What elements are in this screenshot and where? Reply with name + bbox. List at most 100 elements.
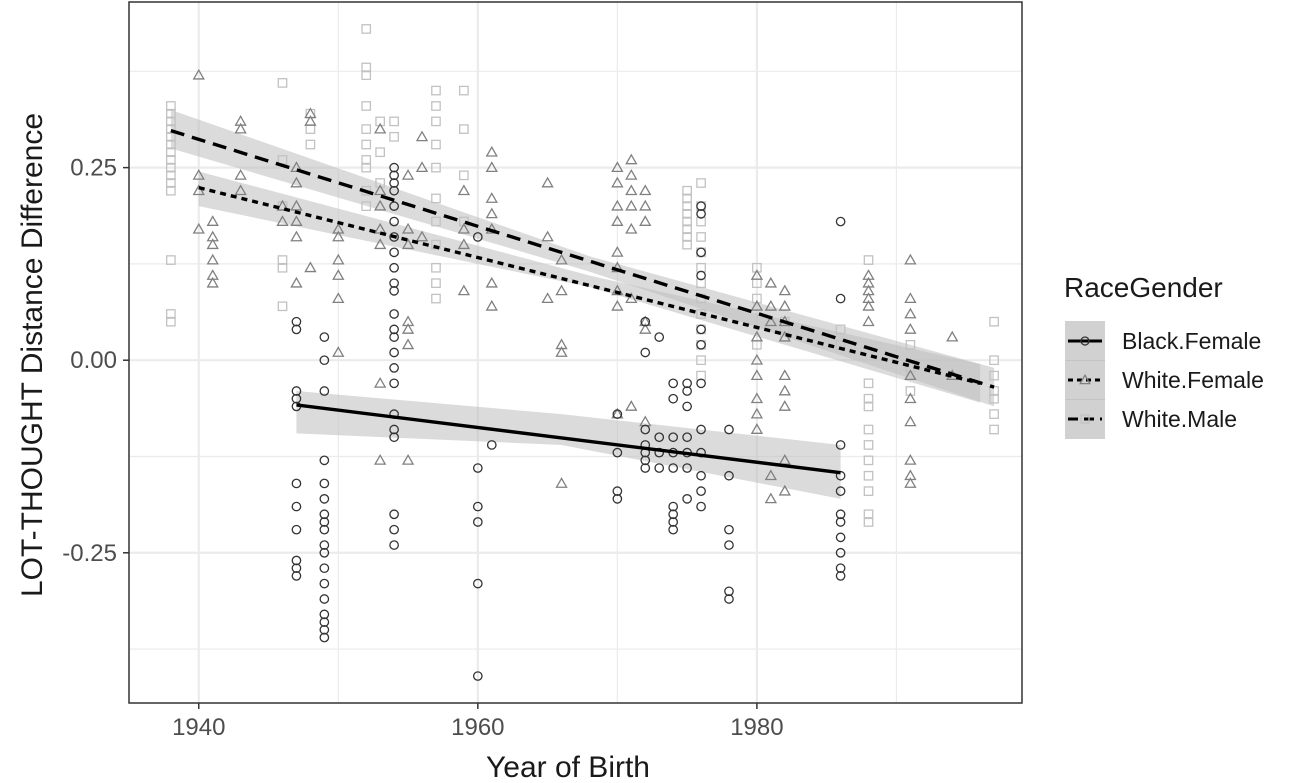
point-white-female bbox=[373, 376, 387, 388]
y-axis-title: LOT-THOUGHT Distance Difference bbox=[16, 113, 49, 597]
point-black-female bbox=[472, 517, 483, 527]
point-white-male bbox=[863, 455, 874, 466]
point-white-female bbox=[904, 253, 917, 265]
point-black-female bbox=[724, 594, 734, 604]
point-white-female bbox=[485, 161, 498, 173]
point-black-female bbox=[668, 393, 679, 404]
point-white-male bbox=[752, 262, 762, 273]
point-black-female bbox=[835, 547, 846, 558]
point-white-female bbox=[373, 199, 387, 211]
point-white-female bbox=[639, 199, 652, 211]
point-black-female bbox=[696, 424, 706, 435]
point-white-male bbox=[166, 309, 176, 319]
point-white-female bbox=[904, 323, 917, 334]
point-white-male bbox=[696, 178, 706, 188]
legend-key-marker-white-female bbox=[1079, 373, 1091, 385]
data-points bbox=[166, 24, 999, 681]
point-black-female bbox=[291, 501, 302, 512]
point-black-female bbox=[319, 332, 330, 342]
point-white-male bbox=[682, 224, 692, 235]
point-white-male bbox=[361, 155, 372, 165]
point-white-male bbox=[863, 470, 874, 481]
y-tick-label: -0.25 bbox=[62, 540, 117, 567]
point-white-male bbox=[431, 162, 441, 173]
point-black-female bbox=[682, 463, 692, 473]
point-white-female bbox=[276, 199, 289, 211]
point-white-female bbox=[862, 315, 875, 327]
point-black-female bbox=[389, 363, 399, 373]
point-white-male bbox=[375, 147, 386, 158]
point-black-female bbox=[696, 270, 706, 281]
point-black-female bbox=[389, 524, 399, 535]
point-white-female bbox=[457, 184, 471, 196]
point-white-male bbox=[989, 355, 999, 366]
point-black-female bbox=[724, 586, 734, 597]
point-white-male bbox=[166, 139, 176, 150]
point-white-male bbox=[277, 301, 288, 312]
point-black-female bbox=[668, 463, 679, 473]
point-white-male bbox=[682, 208, 692, 219]
point-black-female bbox=[389, 324, 399, 335]
point-white-female bbox=[290, 215, 303, 226]
point-black-female bbox=[291, 393, 302, 404]
point-white-female bbox=[485, 299, 498, 311]
point-white-male bbox=[166, 185, 176, 196]
point-white-male bbox=[166, 178, 176, 188]
point-black-female bbox=[696, 486, 706, 497]
point-white-female bbox=[206, 276, 219, 288]
point-black-female bbox=[291, 316, 302, 327]
point-white-female bbox=[206, 238, 219, 250]
x-tick-label: 1960 bbox=[451, 714, 504, 741]
point-black-female bbox=[696, 208, 706, 219]
point-white-male bbox=[905, 386, 916, 396]
point-black-female bbox=[291, 563, 302, 574]
point-white-male bbox=[989, 393, 999, 404]
point-black-female bbox=[389, 201, 399, 211]
point-black-female bbox=[319, 524, 330, 535]
point-white-female bbox=[750, 423, 764, 434]
legend-key-marker-black-female bbox=[1080, 336, 1090, 346]
point-white-female bbox=[192, 68, 205, 80]
point-black-female bbox=[389, 278, 399, 289]
point-white-female bbox=[625, 400, 638, 411]
point-black-female bbox=[389, 509, 399, 520]
point-white-female bbox=[555, 477, 568, 488]
point-white-female bbox=[415, 161, 429, 173]
point-black-female bbox=[319, 617, 330, 627]
point-white-female bbox=[611, 246, 624, 257]
point-black-female bbox=[389, 424, 399, 435]
point-white-female bbox=[415, 130, 429, 142]
point-black-female bbox=[668, 517, 679, 527]
point-white-male bbox=[277, 255, 288, 265]
point-white-male bbox=[989, 409, 999, 419]
point-white-male bbox=[459, 85, 469, 96]
point-black-female bbox=[640, 316, 651, 327]
point-black-female bbox=[640, 424, 651, 435]
point-white-female bbox=[764, 469, 778, 481]
point-white-female bbox=[457, 222, 471, 234]
point-white-female bbox=[373, 184, 387, 196]
point-white-female bbox=[485, 276, 498, 288]
fit-line-black-female bbox=[296, 403, 841, 475]
point-black-female bbox=[389, 378, 399, 389]
point-white-male bbox=[431, 293, 441, 304]
point-white-female bbox=[611, 161, 624, 173]
point-white-male bbox=[361, 139, 372, 150]
point-white-male bbox=[166, 124, 176, 134]
legend-label-black-female: Black.Female bbox=[1122, 328, 1261, 354]
point-black-female bbox=[472, 578, 483, 589]
point-white-female bbox=[778, 400, 791, 411]
point-white-male bbox=[696, 232, 706, 242]
x-axis: 1940 1960 1980 bbox=[172, 703, 784, 741]
point-black-female bbox=[319, 509, 330, 520]
point-white-female bbox=[401, 238, 415, 250]
point-white-female bbox=[192, 184, 205, 196]
point-black-female bbox=[682, 432, 692, 443]
point-white-female bbox=[625, 184, 638, 196]
point-white-male bbox=[361, 62, 372, 73]
point-white-female bbox=[946, 330, 959, 342]
fit-lines bbox=[170, 129, 995, 475]
legend-label-white-female: White.Female bbox=[1122, 367, 1264, 393]
point-black-female bbox=[668, 432, 679, 443]
